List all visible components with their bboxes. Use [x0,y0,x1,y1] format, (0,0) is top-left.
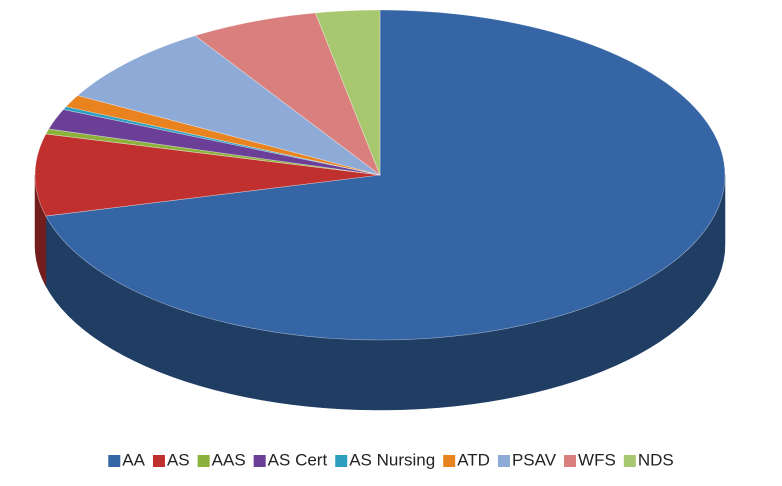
legend-swatch [623,455,636,467]
legend-label: WFS [578,450,616,469]
legend-label: AS Nursing [349,450,435,469]
slice [314,9,381,176]
legend-swatch [197,455,210,467]
legend-swatch [564,455,577,467]
legend-swatch [497,455,510,467]
legend-label: AA [122,450,145,469]
legend-label: AAS [212,450,246,469]
legend: AA AS AAS AS Cert AS Nursing ATD PSAV WFS NDS [108,450,674,469]
slice [45,9,726,341]
slice [194,12,381,176]
legend-label: NDS [638,450,674,469]
legend-swatch [152,455,165,467]
legend-swatch [335,455,348,467]
legend-label: PSAV [512,450,557,469]
slice [77,35,381,176]
legend-label: AS Cert [268,450,328,469]
legend-label: ATD [457,450,490,469]
legend-swatch [443,455,456,467]
slice [34,133,381,217]
legend-swatch [253,455,266,467]
legend-swatch [108,455,121,467]
legend-label: AS [167,450,190,469]
